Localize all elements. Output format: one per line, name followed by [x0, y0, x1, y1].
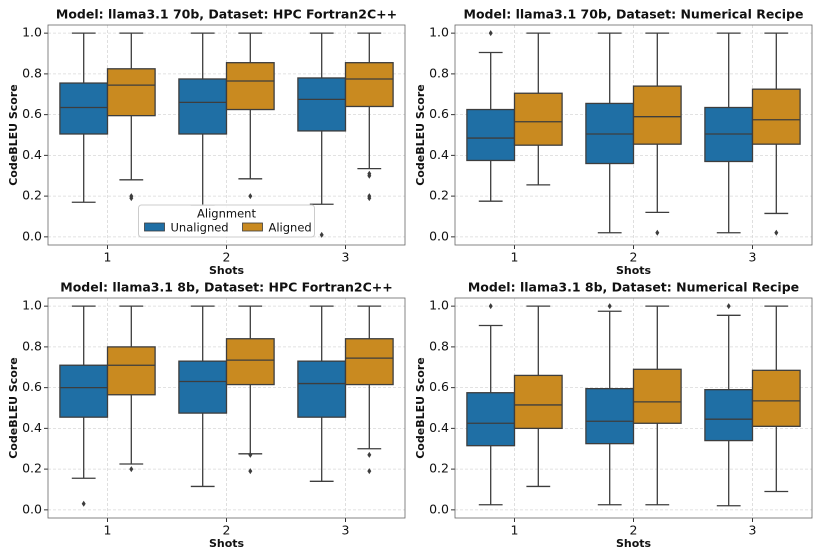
y-tick-label: 0.2	[22, 188, 42, 203]
outlier	[248, 193, 253, 200]
x-tick-label: 1	[104, 250, 112, 265]
legend-label: Aligned	[269, 221, 312, 235]
y-tick-label: 0.8	[429, 338, 449, 353]
x-tick-label: 2	[223, 523, 231, 538]
box	[59, 364, 109, 418]
legend-title: Alignment	[197, 207, 256, 221]
box	[225, 62, 275, 111]
outlier	[607, 303, 612, 310]
y-tick-label: 0.2	[22, 461, 42, 476]
outlier	[129, 195, 134, 202]
outlier	[488, 303, 493, 310]
box	[297, 77, 347, 132]
y-tick-label: 0.6	[429, 106, 449, 121]
y-tick-label: 1.0	[429, 298, 449, 313]
y-tick-label: 0.2	[429, 188, 449, 203]
outlier	[367, 172, 372, 179]
box	[178, 360, 228, 414]
x-tick-label: 3	[749, 523, 757, 538]
x-tick-label: 2	[630, 523, 638, 538]
outlier	[81, 500, 86, 507]
outlier	[248, 468, 253, 475]
box	[344, 62, 394, 108]
x-tick-label: 3	[342, 250, 350, 265]
x-axis-label: Shots	[209, 537, 245, 550]
outlier	[129, 466, 134, 473]
plot-frame	[454, 24, 813, 246]
plot-frame	[47, 297, 406, 519]
y-tick-label: 0.6	[22, 379, 42, 394]
box	[466, 108, 516, 162]
outlier	[319, 231, 324, 238]
box	[632, 368, 682, 424]
y-tick-label: 0.0	[429, 228, 449, 243]
box	[344, 338, 394, 386]
box	[178, 78, 228, 135]
box	[585, 387, 635, 445]
box	[106, 68, 156, 117]
x-tick-label: 2	[630, 250, 638, 265]
y-axis-label: CodeBLEU Score	[414, 84, 427, 186]
y-tick-label: 0.8	[22, 338, 42, 353]
outlier	[248, 451, 253, 458]
outlier	[367, 468, 372, 475]
chart-title: Model: llama3.1 8b, Dataset: Numerical R…	[468, 280, 799, 295]
x-tick-label: 3	[342, 523, 350, 538]
x-tick-label: 1	[511, 523, 519, 538]
y-tick-label: 0.8	[429, 65, 449, 80]
legend-label: Unaligned	[171, 221, 229, 235]
box	[106, 346, 156, 396]
plot-frame	[454, 297, 813, 519]
y-axis-label: CodeBLEU Score	[7, 357, 20, 459]
box	[59, 82, 109, 135]
y-tick-label: 1.0	[22, 25, 42, 40]
legend-swatch	[242, 222, 263, 232]
x-axis-label: Shots	[209, 264, 245, 277]
box	[704, 389, 754, 442]
y-tick-label: 0.6	[22, 106, 42, 121]
outlier	[367, 195, 372, 202]
y-tick-label: 0.0	[429, 501, 449, 516]
box	[751, 88, 801, 145]
y-tick-label: 0.8	[22, 65, 42, 80]
y-tick-label: 1.0	[429, 25, 449, 40]
y-tick-label: 0.6	[429, 379, 449, 394]
outlier	[774, 229, 779, 236]
y-axis-label: CodeBLEU Score	[414, 357, 427, 459]
y-tick-label: 1.0	[22, 298, 42, 313]
y-tick-label: 0.4	[429, 420, 449, 435]
y-tick-label: 0.0	[22, 228, 42, 243]
box	[632, 85, 682, 145]
y-tick-label: 0.4	[22, 147, 42, 162]
box	[225, 338, 275, 386]
x-axis-label: Shots	[616, 264, 652, 277]
y-tick-label: 0.4	[22, 420, 42, 435]
box	[513, 92, 563, 146]
legend-swatch	[144, 222, 165, 232]
legend-frame	[138, 204, 315, 238]
box	[513, 374, 563, 430]
y-tick-label: 0.2	[429, 461, 449, 476]
outlier	[726, 303, 731, 310]
x-tick-label: 2	[223, 250, 231, 265]
box	[751, 369, 801, 427]
outlier	[655, 229, 660, 236]
y-tick-label: 0.4	[429, 147, 449, 162]
chart-title: Model: llama3.1 70b, Dataset: HPC Fortra…	[56, 7, 397, 22]
chart-title: Model: llama3.1 70b, Dataset: Numerical …	[464, 7, 804, 22]
x-axis-label: Shots	[616, 537, 652, 550]
box	[466, 392, 516, 447]
x-tick-label: 1	[104, 523, 112, 538]
outlier	[488, 30, 493, 37]
y-tick-label: 0.0	[22, 501, 42, 516]
x-tick-label: 3	[749, 250, 757, 265]
x-tick-label: 1	[511, 250, 519, 265]
box	[297, 360, 347, 418]
chart-title: Model: llama3.1 8b, Dataset: HPC Fortran…	[60, 280, 392, 295]
outlier	[367, 451, 372, 458]
plot-frame	[47, 24, 406, 246]
y-axis-label: CodeBLEU Score	[7, 84, 20, 186]
